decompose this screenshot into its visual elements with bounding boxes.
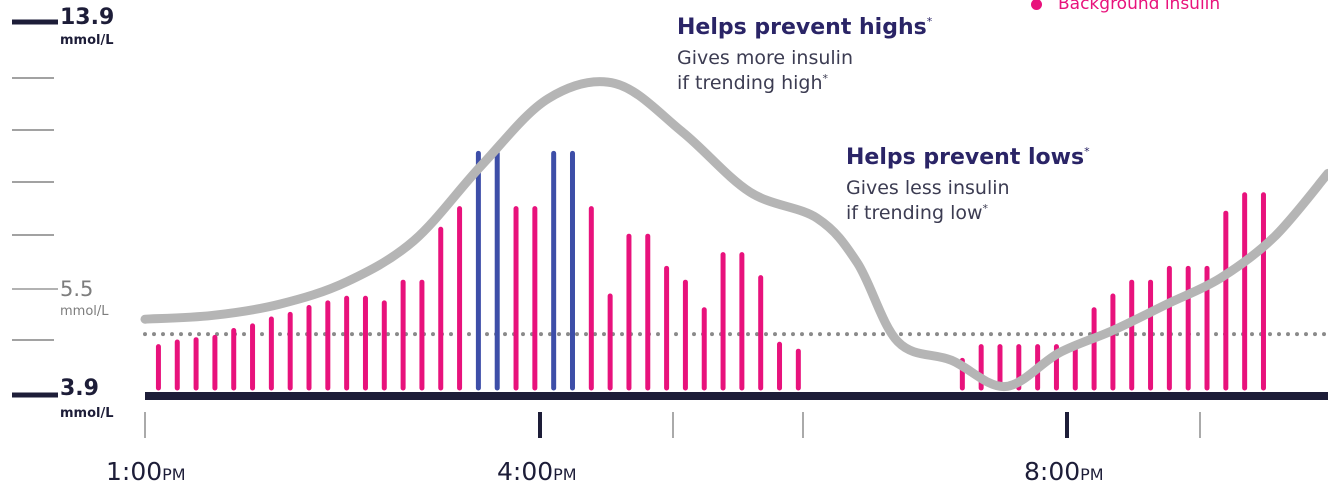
x-label-suffix: PM <box>1080 465 1104 484</box>
x-axis-ticks <box>144 412 1201 438</box>
x-label-4pm: 4:00PM <box>497 459 577 484</box>
y-bottom-value: 3.9 <box>60 376 99 401</box>
x-label-suffix: PM <box>553 465 577 484</box>
footnote-mark: * <box>926 15 933 28</box>
legend-background-insulin: Background insulin <box>1031 0 1220 13</box>
annotation-highs-line1: Gives more insulin <box>677 47 853 69</box>
annotation-highs-title-text: Helps prevent highs <box>677 15 927 40</box>
glucose-trend-line <box>140 77 1328 392</box>
y-target-value: 5.5 <box>60 277 94 301</box>
annotation-lows-title-text: Helps prevent lows <box>846 145 1085 170</box>
y-top-value: 13.9 <box>60 5 115 30</box>
annotation-highs: Helps prevent highs* Gives more insulin … <box>677 15 933 94</box>
footnote-mark: * <box>1084 145 1090 158</box>
footnote-mark: * <box>982 202 989 215</box>
footnote-mark: * <box>822 72 829 85</box>
x-label-8pm: 8:00PM <box>1024 459 1104 484</box>
y-axis-ticks <box>12 19 58 398</box>
annotation-highs-title: Helps prevent highs* <box>677 15 933 40</box>
annotation-lows-line2: if trending low* <box>846 202 1090 224</box>
x-label-time: 1:00 <box>106 457 163 486</box>
insulin-bars <box>155 150 1266 391</box>
legend-label: Background insulin <box>1058 0 1221 14</box>
annotation-lows-line2-text: if trending low <box>846 202 983 224</box>
annotation-highs-line2: if trending high* <box>677 72 932 94</box>
x-label-1pm: 1:00PM <box>106 459 186 484</box>
y-top-unit: mmol/L <box>60 33 114 48</box>
annotation-lows-line1: Gives less insulin <box>846 177 1010 199</box>
annotation-highs-line2-text: if trending high <box>677 72 823 94</box>
x-label-time: 8:00 <box>1024 457 1081 486</box>
y-bottom-unit: mmol/L <box>60 406 114 421</box>
annotation-lows-title: Helps prevent lows* <box>846 145 1090 170</box>
y-target-unit: mmol/L <box>60 304 109 319</box>
legend-dot-icon <box>1031 0 1042 10</box>
x-label-suffix: PM <box>162 465 186 484</box>
annotation-lows: Helps prevent lows* Gives less insulin i… <box>846 145 1090 224</box>
x-label-time: 4:00 <box>497 457 554 486</box>
